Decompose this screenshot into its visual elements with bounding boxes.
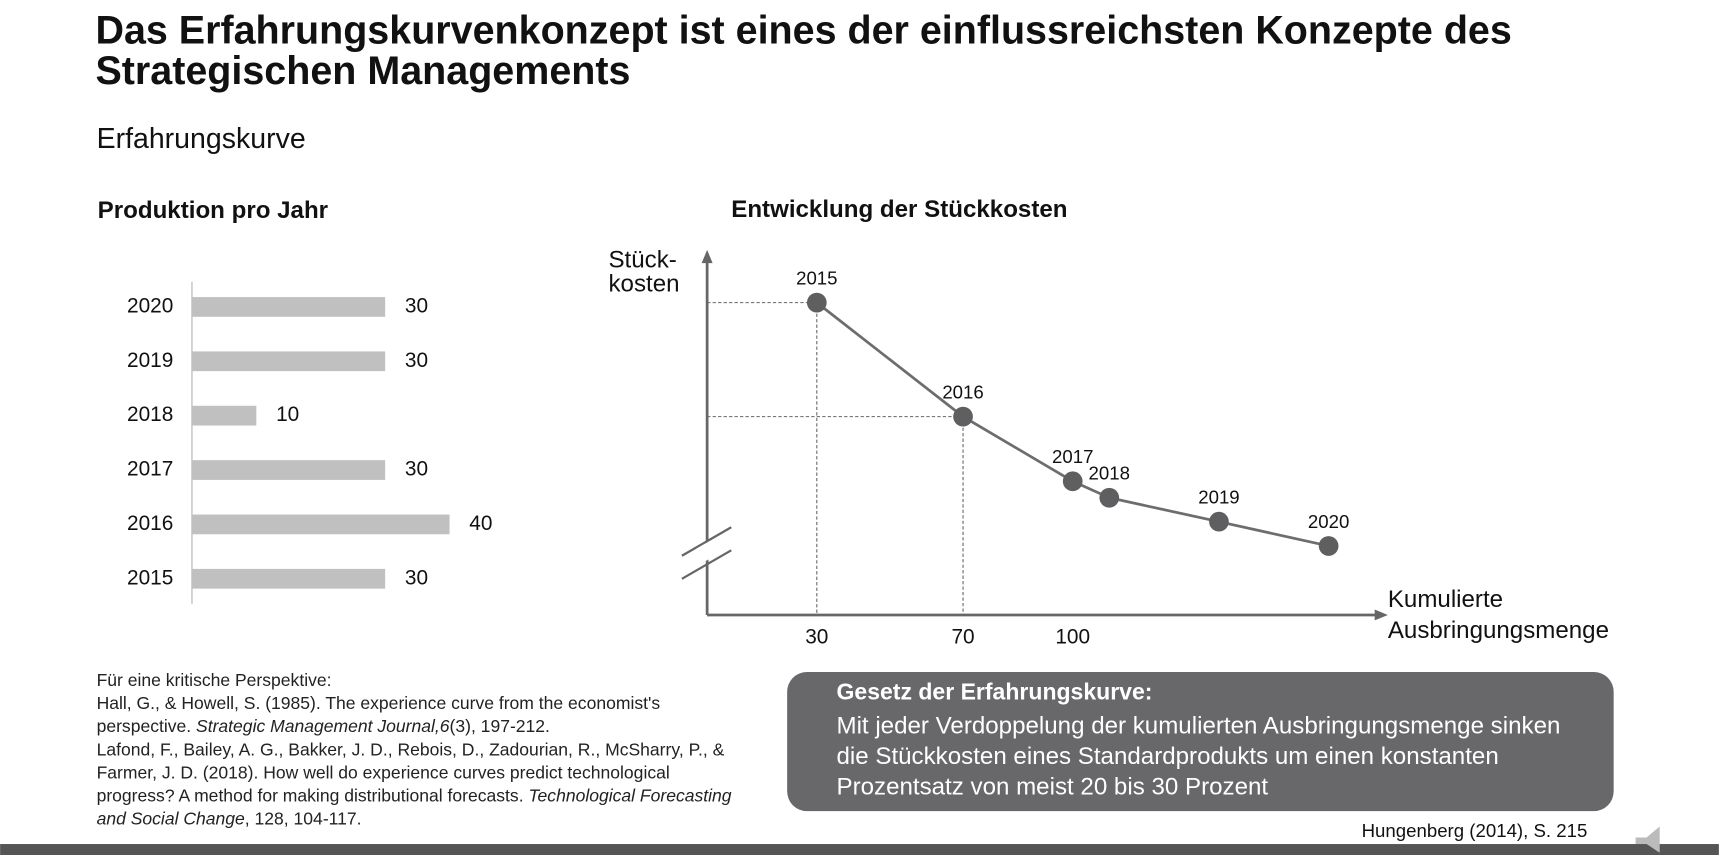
- speaker-icon[interactable]: [1635, 826, 1660, 853]
- y-tick-label: 2016: [127, 512, 173, 535]
- y-tick-label: 2020: [127, 294, 173, 317]
- value-label: 30: [405, 349, 428, 372]
- arrowhead: [1374, 609, 1388, 621]
- point-label: 2020: [1308, 511, 1349, 532]
- slide-title: Das Erfahrungskurvenkonzept ist eines de…: [95, 8, 1511, 52]
- value-label: 30: [405, 458, 428, 481]
- bar: [191, 514, 450, 535]
- bar-chart: 2020 30 2019 30 2018 10 2017 30 2016 40 2015 30: [127, 281, 492, 604]
- point-label: 2016: [942, 382, 983, 403]
- point-label: 2019: [1198, 487, 1239, 508]
- reference: Lafond, F., Bailey, A. G., Bakker, J. D.…: [97, 739, 733, 831]
- axis-break-gap: [696, 540, 718, 562]
- bar: [191, 351, 386, 372]
- footer-bar: [0, 844, 1719, 855]
- y-tick-label: 2015: [127, 566, 173, 589]
- point-label: 2015: [796, 268, 837, 289]
- bar: [191, 568, 386, 589]
- axis-break: [681, 526, 732, 557]
- reference-text: Lafond, F., Bailey, A. G., Bakker, J. D.…: [96, 741, 725, 806]
- y-axis-label: kosten: [608, 270, 679, 297]
- value-label: 10: [276, 403, 299, 426]
- law-text: Mit jeder Verdoppelung der kumulierten A…: [836, 711, 1561, 801]
- reference-text: Hall, G., & Howell, S. (1985). The exper…: [96, 694, 661, 737]
- cost-line: [815, 301, 1329, 548]
- references-text: Für eine kritische Perspektive: Hall, G.…: [97, 670, 733, 831]
- bar: [191, 460, 386, 480]
- y-axis-label: Stück-: [608, 246, 676, 273]
- point-label: 2017: [1052, 446, 1093, 467]
- law-box: [787, 671, 1614, 812]
- bar: [191, 405, 257, 426]
- subtitle: Erfahrungskurve: [97, 123, 306, 155]
- bar: [191, 297, 386, 317]
- line-chart: Stück- kosten Kumulierte Ausbringungsmen…: [608, 246, 1609, 648]
- point-label: 2018: [1089, 463, 1130, 484]
- reference-rest: (3), 197-212.: [449, 717, 550, 737]
- references-heading: Für eine kritische Perspektive:: [96, 671, 332, 691]
- data-point: [1318, 536, 1339, 556]
- x-tick-label: 30: [805, 625, 828, 648]
- references: Für eine kritische Perspektive: Hall, G.…: [97, 670, 733, 831]
- data-point: [806, 292, 827, 313]
- data-point: [1209, 511, 1229, 532]
- law-box-content: Gesetz der Erfahrungskurve: Mit jeder Ve…: [836, 677, 1592, 802]
- y-tick-label: 2019: [127, 349, 173, 372]
- reference-journal: Technological Forecasting and Social Cha…: [96, 787, 732, 829]
- x-tick-label: 100: [1055, 625, 1090, 648]
- axis-break: [681, 549, 732, 580]
- reference: Hall, G., & Howell, S. (1985). The exper…: [97, 693, 733, 739]
- value-label: 40: [469, 512, 492, 535]
- x-tick-label: 70: [951, 625, 974, 648]
- x-axis-label: Ausbringungsmenge: [1388, 617, 1609, 644]
- data-point: [953, 406, 973, 427]
- reference-journal: Strategic Management Journal,6: [196, 717, 450, 737]
- data-point: [1099, 487, 1120, 508]
- value-label: 30: [405, 294, 428, 317]
- slide-title: Strategischen Managements: [95, 49, 630, 93]
- data-point: [1062, 471, 1083, 492]
- law-heading: Gesetz der Erfahrungskurve:: [836, 679, 1153, 705]
- source: Hungenberg (2014), S. 215: [1362, 820, 1588, 841]
- y-tick-label: 2017: [127, 458, 173, 481]
- reference-rest: , 128, 104-117.: [244, 810, 362, 829]
- chart-title: Entwicklung der Stückkosten: [731, 196, 1067, 223]
- law-box-text: Gesetz der Erfahrungskurve: Mit jeder Ve…: [836, 677, 1592, 802]
- chart-title: Produktion pro Jahr: [98, 197, 329, 224]
- arrowhead: [701, 249, 713, 264]
- value-label: 30: [405, 566, 428, 589]
- y-tick-label: 2018: [127, 403, 173, 426]
- x-axis-label: Kumulierte: [1388, 586, 1503, 613]
